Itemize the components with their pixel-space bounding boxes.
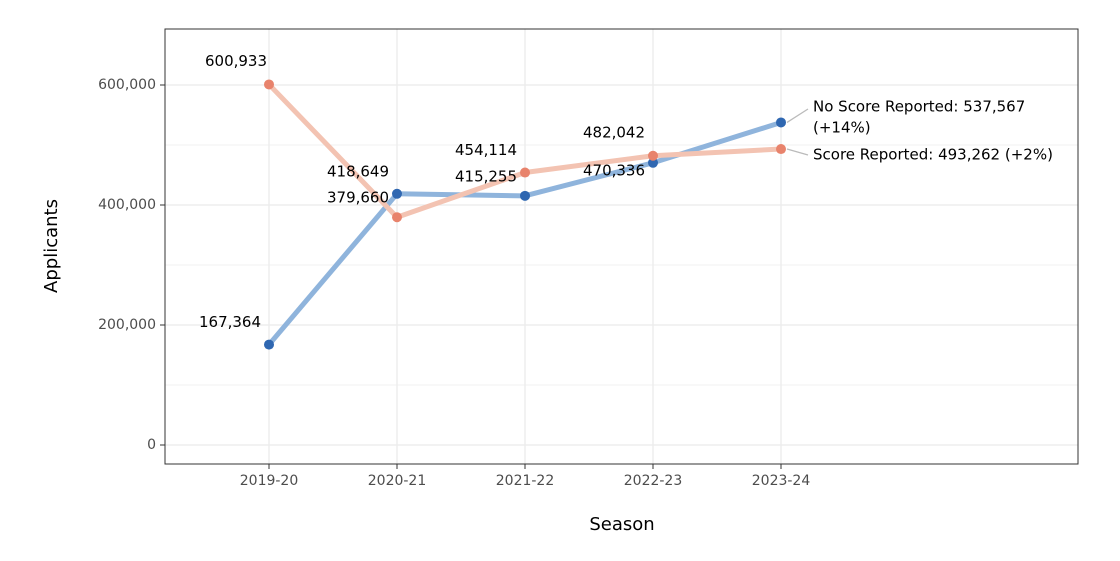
data-point: [776, 144, 786, 155]
series-label: Score Reported: 493,262 (+2%): [813, 146, 1053, 164]
data-label: 379,660: [327, 189, 389, 207]
x-axis-title: Season: [589, 514, 654, 535]
data-point: [392, 212, 402, 223]
label-connector: [786, 108, 809, 124]
data-point: [520, 190, 530, 201]
series-label: (+14%): [813, 119, 871, 137]
x-tick-label: 2023-24: [752, 473, 811, 489]
series-label: No Score Reported: 537,567: [813, 98, 1025, 116]
label-connector: [786, 148, 809, 156]
plot-border: [164, 28, 1079, 465]
data-label: 600,933: [205, 52, 267, 70]
y-tick-label: 400,000: [98, 197, 156, 213]
data-point: [648, 150, 658, 161]
y-tick-label: 600,000: [98, 77, 156, 93]
data-point: [264, 79, 274, 90]
y-axis-title: Applicants: [41, 199, 62, 293]
plot-area: [165, 29, 1078, 464]
y-tick-label: 0: [147, 437, 156, 453]
data-point: [776, 117, 786, 128]
x-tick-label: 2021-22: [496, 473, 555, 489]
data-label: 470,336: [583, 161, 645, 179]
data-label: 415,255: [455, 167, 517, 185]
data-point: [648, 157, 658, 168]
data-label: 482,042: [583, 123, 645, 141]
x-tick-label: 2019-20: [240, 473, 299, 489]
data-label: 418,649: [327, 162, 389, 180]
data-point: [520, 167, 530, 178]
data-label: 454,114: [455, 141, 517, 159]
x-tick-label: 2022-23: [624, 473, 683, 489]
data-point: [392, 188, 402, 199]
data-label: 167,364: [199, 313, 261, 331]
data-point: [264, 339, 274, 350]
y-tick-label: 200,000: [98, 317, 156, 333]
x-tick-label: 2020-21: [368, 473, 427, 489]
